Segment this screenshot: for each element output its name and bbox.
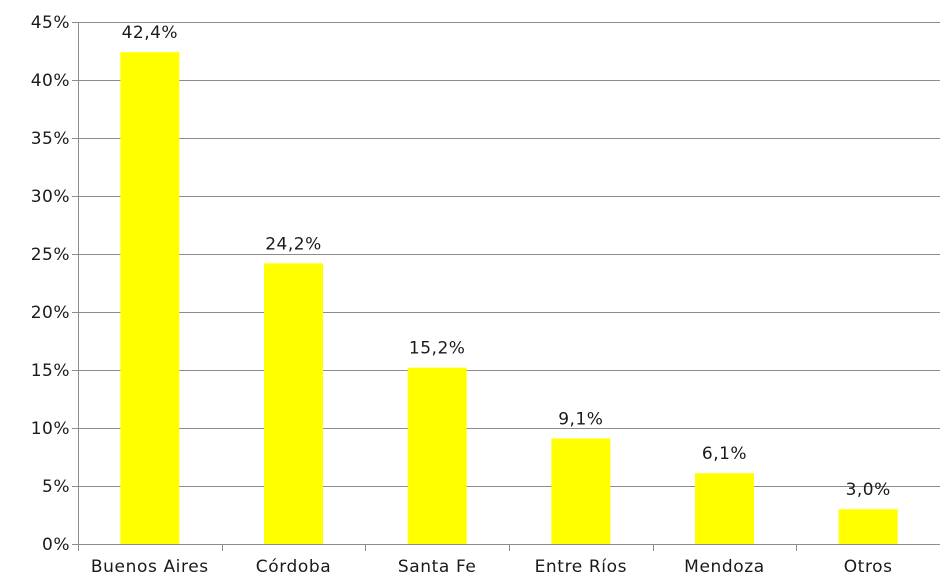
bar — [695, 473, 754, 544]
y-tick-label: 5% — [42, 477, 70, 497]
category-label: Entre Ríos — [535, 557, 627, 577]
x-axis-tick-marks — [78, 544, 797, 551]
data-label: 6,1% — [702, 444, 747, 464]
y-tick-label: 20% — [31, 303, 70, 323]
category-label: Santa Fe — [398, 557, 477, 577]
data-label: 15,2% — [409, 339, 466, 359]
category-label: Mendoza — [684, 557, 765, 577]
y-tick-label: 0% — [42, 535, 70, 555]
y-tick-label: 30% — [31, 187, 70, 207]
bar — [838, 509, 898, 544]
data-label: 3,0% — [846, 480, 891, 500]
y-tick-label: 35% — [31, 129, 70, 149]
y-axis-tick-labels: 0% 5% 10% 15% 20% 25% 30% 35% 40% 45% — [31, 13, 78, 555]
axes — [78, 22, 940, 545]
gridlines — [78, 22, 940, 487]
y-tick-label: 15% — [31, 361, 70, 381]
category-label: Otros — [844, 557, 893, 577]
category-label: Córdoba — [256, 557, 332, 577]
category-label: Buenos Aires — [91, 557, 209, 577]
y-tick-label: 45% — [31, 13, 70, 33]
bar — [407, 367, 467, 544]
x-axis-category-labels: Buenos Aires Córdoba Santa Fe Entre Ríos Men… — [91, 557, 893, 577]
data-labels: 42,4% 24,2% 15,2% 9,1% 6,1% 3,0% — [122, 23, 891, 500]
bar — [264, 263, 323, 544]
data-label: 9,1% — [558, 409, 603, 429]
data-label: 24,2% — [265, 234, 322, 254]
bar — [551, 438, 611, 544]
y-tick-label: 40% — [31, 71, 70, 91]
y-tick-label: 10% — [31, 419, 70, 439]
y-tick-label: 25% — [31, 245, 70, 265]
bars — [120, 52, 898, 544]
data-label: 42,4% — [122, 23, 179, 43]
bar — [120, 52, 180, 544]
